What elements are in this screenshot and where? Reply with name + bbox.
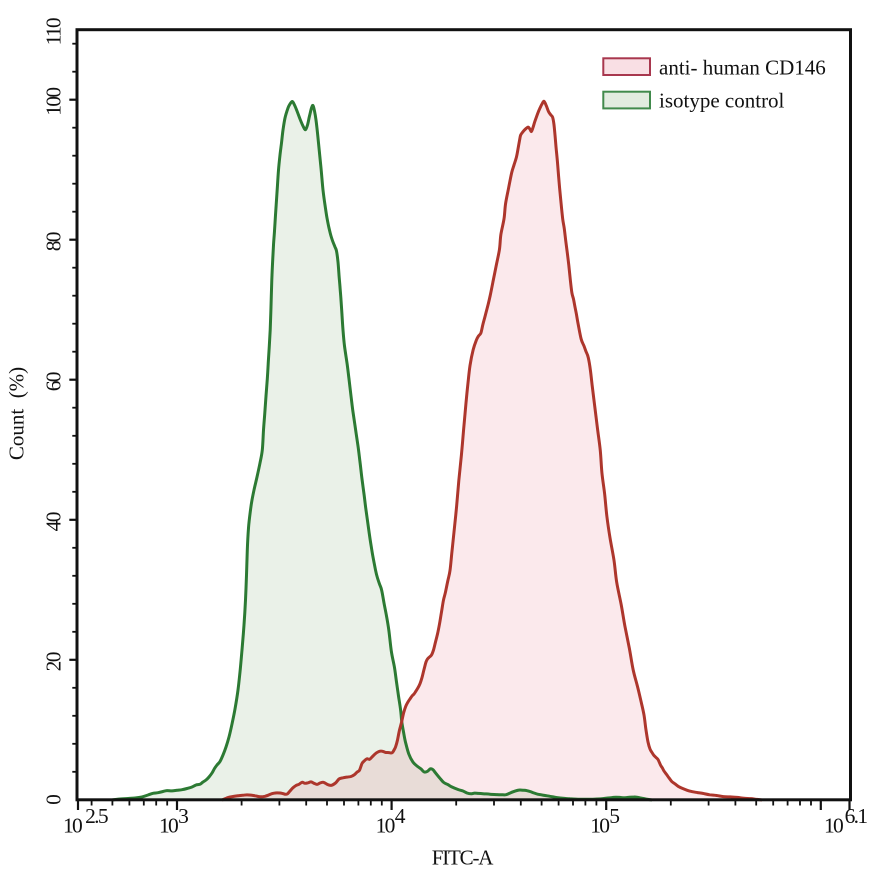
svg-text:80: 80: [41, 232, 65, 251]
svg-text:6.1: 6.1: [845, 804, 868, 828]
svg-text:100: 100: [41, 88, 65, 116]
svg-text:10: 10: [824, 814, 843, 838]
svg-text:10: 10: [159, 814, 178, 838]
svg-text:2.5: 2.5: [85, 804, 108, 828]
svg-text:60: 60: [41, 372, 65, 391]
svg-text:10: 10: [376, 814, 395, 838]
svg-text:20: 20: [41, 652, 65, 671]
svg-text:FITC-A: FITC-A: [432, 846, 495, 870]
svg-text:Count (%): Count (%): [4, 367, 28, 460]
svg-text:40: 40: [41, 512, 65, 531]
svg-text:10: 10: [63, 814, 82, 838]
svg-text:110: 110: [41, 18, 65, 45]
svg-text:0: 0: [41, 795, 65, 805]
svg-text:3: 3: [178, 804, 188, 828]
svg-text:isotype control: isotype control: [659, 89, 785, 113]
svg-text:anti- human CD146: anti- human CD146: [659, 56, 826, 80]
svg-text:5: 5: [609, 804, 619, 828]
svg-text:10: 10: [590, 814, 609, 838]
